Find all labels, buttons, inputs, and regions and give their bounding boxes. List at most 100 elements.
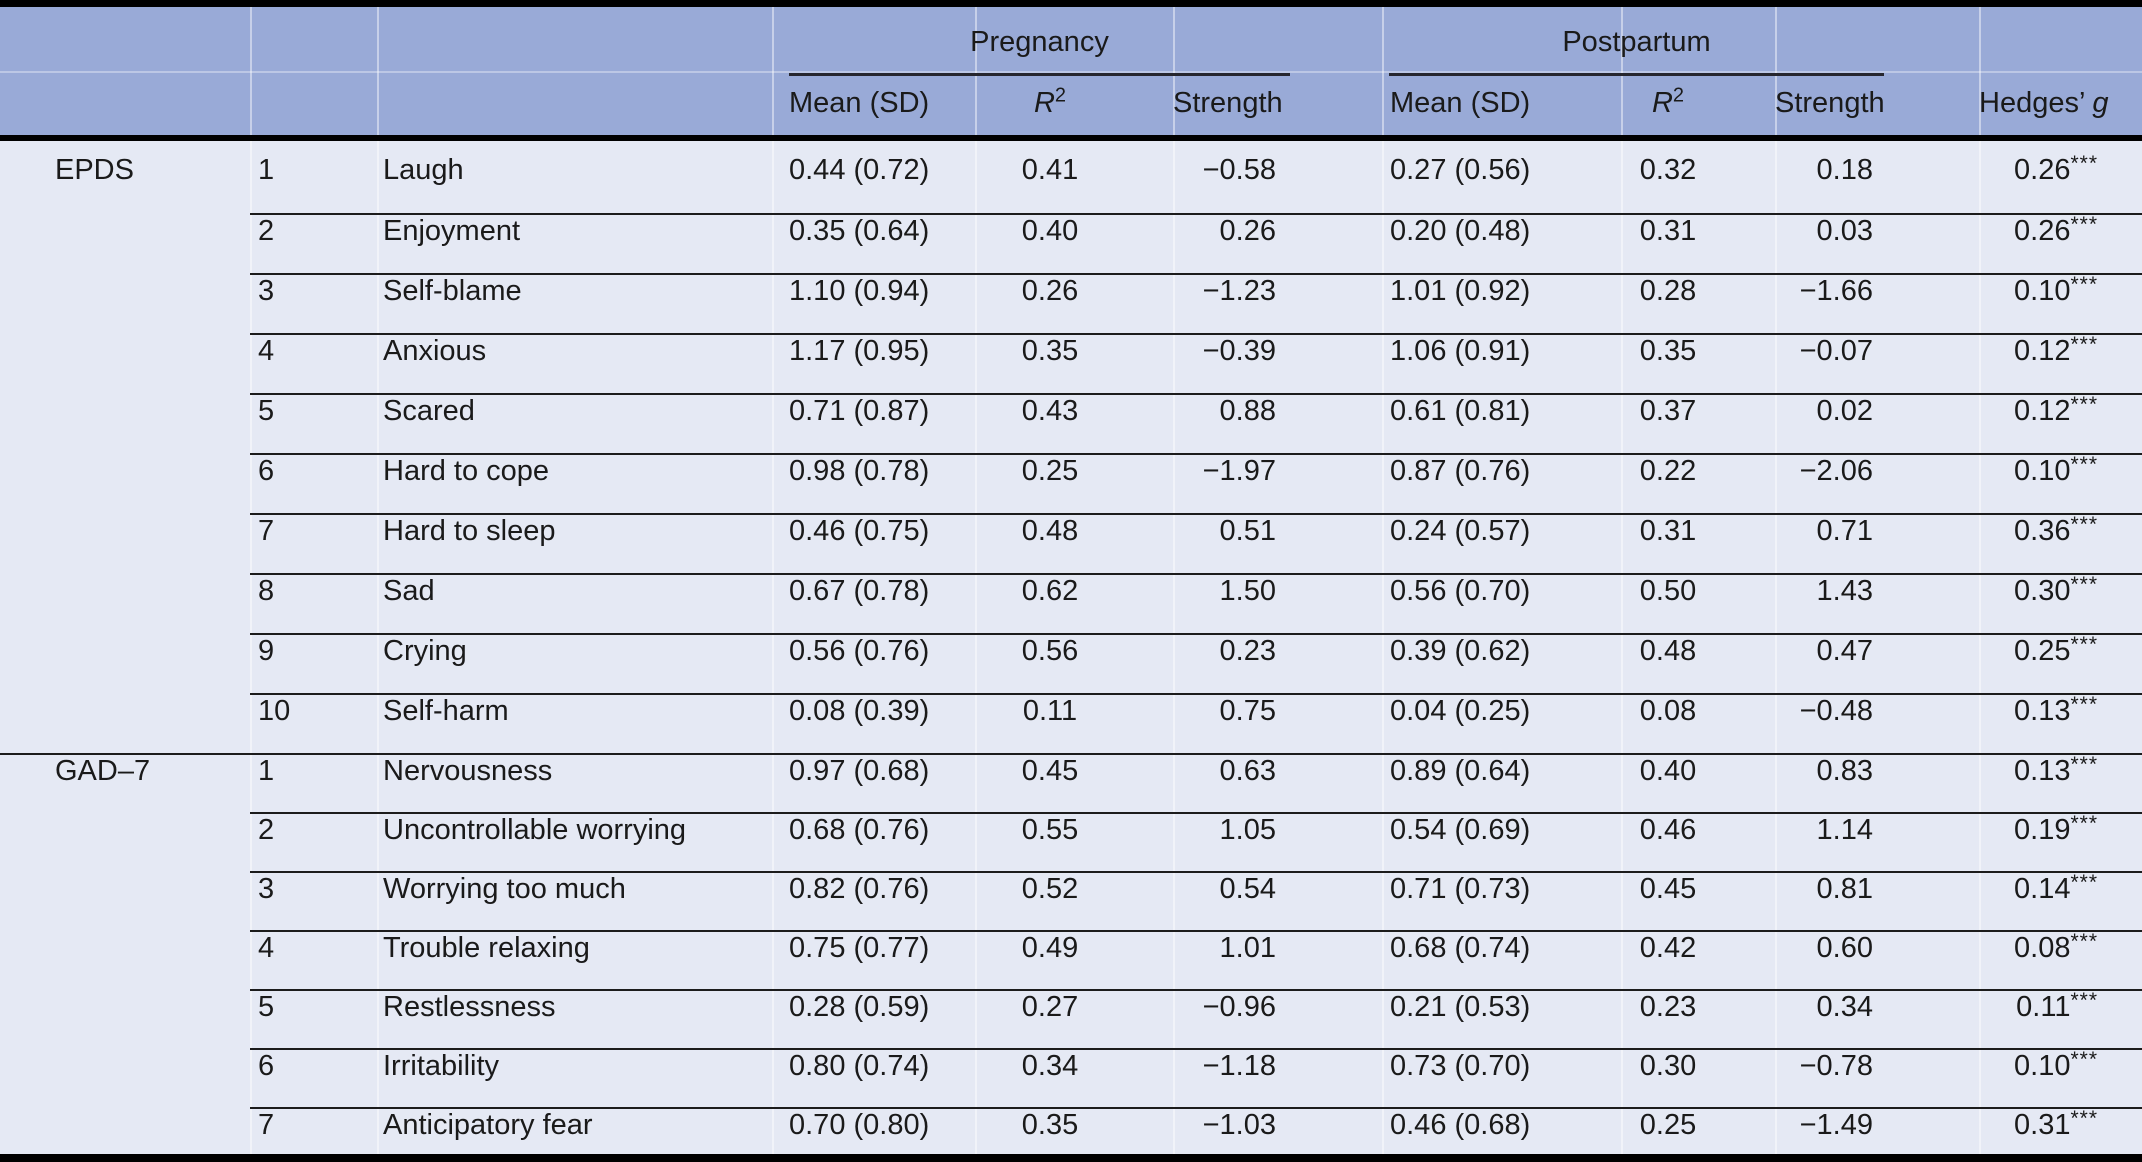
cell-pregnancy-r2: 0.35 bbox=[975, 333, 1173, 368]
cell-postpartum-r2: 0.31 bbox=[1621, 213, 1775, 248]
cell-pregnancy-mean: 0.82 (0.76) bbox=[772, 870, 975, 906]
cell-pregnancy-r2: 0.25 bbox=[975, 453, 1173, 488]
cell-postpartum-mean: 0.68 (0.74) bbox=[1382, 929, 1621, 965]
significance-stars: *** bbox=[2070, 633, 2098, 657]
cell-scale-label: GAD–7 bbox=[0, 752, 250, 788]
cell-pregnancy-strength: −1.03 bbox=[1173, 1106, 1382, 1142]
cell-postpartum-r2: 0.28 bbox=[1621, 273, 1775, 308]
cell-pregnancy-strength: 1.50 bbox=[1173, 573, 1382, 608]
cell-item-number: 2 bbox=[250, 811, 377, 847]
significance-stars: *** bbox=[2070, 453, 2098, 477]
table-row: 4 Anxious 1.17 (0.95) 0.35 −0.39 1.06 (0.91) 0… bbox=[0, 321, 2142, 381]
cell-postpartum-strength: 0.83 bbox=[1775, 752, 1979, 788]
cell-item-number: 9 bbox=[250, 633, 377, 668]
cell-item-number: 7 bbox=[250, 513, 377, 548]
cell-pregnancy-mean: 0.08 (0.39) bbox=[772, 693, 975, 728]
cell-item-number: 7 bbox=[250, 1106, 377, 1142]
significance-stars: *** bbox=[2070, 573, 2098, 597]
significance-stars: *** bbox=[2070, 213, 2098, 237]
cell-postpartum-r2: 0.22 bbox=[1621, 453, 1775, 488]
cell-pregnancy-mean: 0.98 (0.78) bbox=[772, 453, 975, 488]
significance-stars: *** bbox=[2070, 870, 2098, 894]
cell-postpartum-mean: 0.61 (0.81) bbox=[1382, 393, 1621, 428]
cell-pregnancy-strength: 0.75 bbox=[1173, 693, 1382, 728]
cell-item-number: 5 bbox=[250, 988, 377, 1024]
col-group-postpartum-label: Postpartum bbox=[1562, 25, 1711, 58]
significance-stars: *** bbox=[2070, 333, 2098, 357]
cell-postpartum-mean: 0.20 (0.48) bbox=[1382, 213, 1621, 248]
cell-postpartum-mean: 0.56 (0.70) bbox=[1382, 573, 1621, 608]
cell-postpartum-mean: 0.54 (0.69) bbox=[1382, 811, 1621, 847]
significance-stars: *** bbox=[2070, 929, 2098, 953]
cell-postpartum-mean: 0.46 (0.68) bbox=[1382, 1106, 1621, 1142]
cell-pregnancy-r2: 0.26 bbox=[975, 273, 1173, 308]
cell-pregnancy-r2: 0.35 bbox=[975, 1106, 1173, 1142]
cell-pregnancy-strength: 0.54 bbox=[1173, 870, 1382, 906]
cell-postpartum-mean: 0.24 (0.57) bbox=[1382, 513, 1621, 548]
cell-item-label: Laugh bbox=[383, 154, 464, 187]
cell-pregnancy-r2: 0.40 bbox=[975, 213, 1173, 248]
cell-pregnancy-mean: 0.68 (0.76) bbox=[772, 811, 975, 847]
col-header-postpartum-mean: Mean (SD) bbox=[1390, 87, 1531, 120]
cell-item-label: Irritability bbox=[377, 1047, 772, 1083]
significance-stars: *** bbox=[2070, 393, 2098, 417]
cell-pregnancy-r2: 0.27 bbox=[975, 988, 1173, 1024]
cell-pregnancy-mean: 0.70 (0.80) bbox=[772, 1106, 975, 1142]
cell-pregnancy-mean: 0.97 (0.68) bbox=[772, 752, 975, 788]
cell-pregnancy-strength: 1.05 bbox=[1173, 811, 1382, 847]
cell-postpartum-mean: 0.71 (0.73) bbox=[1382, 870, 1621, 906]
table-row: 10 Self-harm 0.08 (0.39) 0.11 0.75 0.04 (0.25… bbox=[0, 681, 2142, 741]
section-epds: EPDS 1 Laugh 0.44 (0.72) 0.41 −0.58 0.27 (0.56… bbox=[0, 141, 2142, 741]
cell-hedges-g: 0.11*** bbox=[1979, 988, 2142, 1024]
cell-postpartum-strength: −0.48 bbox=[1775, 693, 1979, 728]
significance-stars: *** bbox=[2070, 988, 2098, 1012]
cell-pregnancy-r2: 0.52 bbox=[975, 870, 1173, 906]
cell-pregnancy-mean: 0.80 (0.74) bbox=[772, 1047, 975, 1083]
significance-stars: *** bbox=[2070, 1106, 2098, 1130]
cell-item-label: Restlessness bbox=[377, 988, 772, 1024]
cell-postpartum-strength: 0.71 bbox=[1775, 513, 1979, 548]
cell-item-number: 2 bbox=[250, 213, 377, 248]
cell-pregnancy-mean: 0.67 (0.78) bbox=[772, 573, 975, 608]
cell-item-number: 5 bbox=[250, 393, 377, 428]
cell-pregnancy-strength: 0.63 bbox=[1173, 752, 1382, 788]
cell-pregnancy-r2: 0.43 bbox=[975, 393, 1173, 428]
cell-postpartum-strength: −2.06 bbox=[1775, 453, 1979, 488]
cell-pregnancy-strength: 0.26 bbox=[1173, 213, 1382, 248]
cell-pregnancy-mean: 0.75 (0.77) bbox=[772, 929, 975, 965]
cell-item-label: Hard to sleep bbox=[377, 513, 772, 548]
cell-postpartum-mean: 0.27 (0.56) bbox=[1390, 154, 1531, 187]
cell-pregnancy-strength: −1.18 bbox=[1173, 1047, 1382, 1083]
cell-pregnancy-r2: 0.56 bbox=[975, 633, 1173, 668]
cell-hedges-g: 0.19*** bbox=[1979, 811, 2142, 847]
cell-postpartum-r2: 0.30 bbox=[1621, 1047, 1775, 1083]
cell-postpartum-r2: 0.35 bbox=[1621, 333, 1775, 368]
cell-pregnancy-strength: −1.97 bbox=[1173, 453, 1382, 488]
cell-item-label: Enjoyment bbox=[377, 213, 772, 248]
cell-item-number: 4 bbox=[250, 333, 377, 368]
cell-hedges-g: 0.13*** bbox=[1979, 752, 2142, 788]
cell-item-label: Crying bbox=[377, 633, 772, 668]
cell-postpartum-mean: 0.39 (0.62) bbox=[1382, 633, 1621, 668]
table-header: Pregnancy Postpartum Mean (SD) R2 Streng… bbox=[0, 7, 2142, 135]
cell-postpartum-mean: 1.01 (0.92) bbox=[1382, 273, 1621, 308]
cell-pregnancy-mean: 1.17 (0.95) bbox=[772, 333, 975, 368]
table-row: GAD–7 1 Nervousness 0.97 (0.68) 0.45 0.63 0.89… bbox=[0, 741, 2142, 800]
cell-postpartum-strength: 0.18 bbox=[1816, 154, 1873, 187]
cell-hedges-g: 0.26*** bbox=[1979, 213, 2142, 248]
cell-pregnancy-r2: 0.34 bbox=[975, 1047, 1173, 1083]
cell-hedges-g: 0.12*** bbox=[1979, 333, 2142, 368]
cell-postpartum-mean: 1.06 (0.91) bbox=[1382, 333, 1621, 368]
cell-hedges-g: 0.10*** bbox=[1979, 273, 2142, 308]
significance-stars: *** bbox=[2070, 273, 2098, 297]
cell-postpartum-mean: 0.21 (0.53) bbox=[1382, 988, 1621, 1024]
cell-postpartum-r2: 0.31 bbox=[1621, 513, 1775, 548]
cell-pregnancy-strength: 0.51 bbox=[1173, 513, 1382, 548]
table-row: 6 Irritability 0.80 (0.74) 0.34 −1.18 0.73 (0… bbox=[0, 1036, 2142, 1095]
cell-hedges-g: 0.12*** bbox=[1979, 393, 2142, 428]
cell-pregnancy-strength: −0.58 bbox=[1202, 154, 1276, 187]
cell-postpartum-strength: −1.49 bbox=[1775, 1106, 1979, 1142]
cell-postpartum-strength: 1.43 bbox=[1775, 573, 1979, 608]
cell-pregnancy-r2: 0.45 bbox=[975, 752, 1173, 788]
